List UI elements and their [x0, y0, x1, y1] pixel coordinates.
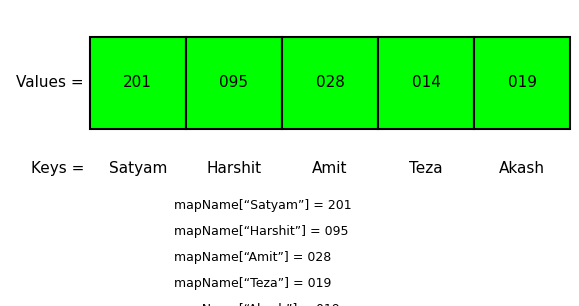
Text: Akash: Akash — [499, 161, 545, 176]
Text: 014: 014 — [412, 75, 441, 90]
Bar — [378, 37, 474, 129]
Text: Satyam: Satyam — [109, 161, 167, 176]
Bar — [474, 37, 570, 129]
Text: mapName[“Teza”] = 019: mapName[“Teza”] = 019 — [174, 277, 331, 290]
Text: 028: 028 — [316, 75, 345, 90]
Text: 095: 095 — [219, 75, 248, 90]
Text: 201: 201 — [123, 75, 152, 90]
Bar — [186, 37, 282, 129]
Bar — [90, 37, 186, 129]
Text: Amit: Amit — [312, 161, 348, 176]
Text: mapName[“Akash”] = 019: mapName[“Akash”] = 019 — [174, 303, 339, 306]
Text: Harshit: Harshit — [206, 161, 262, 176]
Bar — [282, 37, 378, 129]
Text: mapName[“Harshit”] = 095: mapName[“Harshit”] = 095 — [174, 225, 348, 238]
Text: mapName[“Satyam”] = 201: mapName[“Satyam”] = 201 — [174, 199, 351, 212]
Text: 019: 019 — [508, 75, 537, 90]
Text: Keys =: Keys = — [31, 161, 84, 176]
Text: Teza: Teza — [409, 161, 443, 176]
Text: mapName[“Amit”] = 028: mapName[“Amit”] = 028 — [174, 251, 331, 264]
Text: Values =: Values = — [16, 75, 84, 90]
